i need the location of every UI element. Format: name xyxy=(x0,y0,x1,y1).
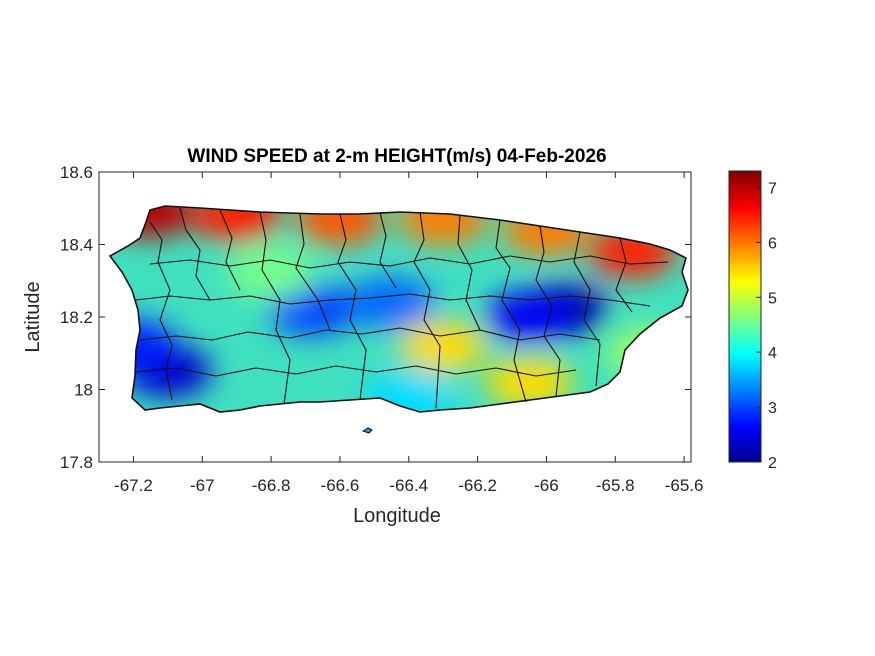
x-tick-label: -66.6 xyxy=(321,476,360,495)
municipality-border-2 xyxy=(219,209,241,291)
y-axis-ticks: 18.6 18.4 18.2 18 17.8 xyxy=(60,163,691,472)
y-tick-label: 18.6 xyxy=(60,163,93,182)
colorbar-tick-label: 7 xyxy=(768,180,777,197)
municipality-border-4 xyxy=(295,213,331,331)
wind-field-sample-7 xyxy=(485,291,574,343)
municipality-border-16 xyxy=(135,365,577,377)
municipality-border-0 xyxy=(149,221,173,401)
municipality-border-6 xyxy=(379,212,397,289)
wind-field-sample-15 xyxy=(227,247,316,300)
municipality-border-12 xyxy=(615,237,633,313)
colorbar-tick-label: 6 xyxy=(768,235,777,252)
wind-field-sample-13 xyxy=(485,356,574,409)
wind-field-sample-8 xyxy=(347,276,436,329)
chart-title: WIND SPEED at 2-m HEIGHT(m/s) 04-Feb-202… xyxy=(187,146,606,167)
wind-field-sample-12 xyxy=(399,320,488,372)
x-tick-label: -66.8 xyxy=(252,476,291,495)
island-coastline xyxy=(108,205,689,413)
x-tick-label: -65.6 xyxy=(665,476,704,495)
x-tick-label: -67 xyxy=(190,476,215,495)
municipality-border-5 xyxy=(337,213,367,401)
x-tick-label: -66.4 xyxy=(389,476,428,495)
municipality-border-7 xyxy=(413,211,441,409)
municipality-border-11 xyxy=(573,231,601,387)
x-axis-ticks: -67.2 -67 -66.8 -66.6 -66.4 -66.2 -66 -65.8 -65.… xyxy=(114,172,703,495)
colorbar-tick-label: 3 xyxy=(768,400,777,417)
municipality-border-9 xyxy=(495,219,527,403)
municipality-border-1 xyxy=(179,207,211,301)
colorbar xyxy=(728,170,762,463)
municipality-border-8 xyxy=(457,214,481,331)
municipality-border-13 xyxy=(135,293,651,307)
y-tick-label: 18.4 xyxy=(60,236,93,255)
municipality-border-10 xyxy=(535,225,561,397)
colorbar-tick-label: 4 xyxy=(768,345,777,362)
y-tick-label: 18 xyxy=(74,381,93,400)
x-tick-label: -65.8 xyxy=(596,476,635,495)
municipality-borders xyxy=(135,207,669,409)
y-tick-label: 17.8 xyxy=(60,453,93,472)
x-axis-label: Longitude xyxy=(353,505,441,527)
colorbar-tick-label: 5 xyxy=(768,290,777,307)
colorbar-tick-label: 2 xyxy=(768,455,777,472)
x-tick-label: -66.2 xyxy=(458,476,497,495)
colorbar-ticks: 7 6 5 4 3 2 xyxy=(756,180,777,472)
municipality-border-3 xyxy=(259,211,291,405)
wind-field-sample-1 xyxy=(192,206,281,242)
municipality-border-15 xyxy=(149,255,669,269)
municipality-border-14 xyxy=(139,327,601,341)
x-tick-label: -66 xyxy=(534,476,559,495)
x-tick-label: -67.2 xyxy=(114,476,153,495)
caja-de-muertos-island xyxy=(361,427,373,434)
y-axis-label: Latitude xyxy=(22,281,44,352)
y-tick-label: 18.2 xyxy=(60,308,93,327)
